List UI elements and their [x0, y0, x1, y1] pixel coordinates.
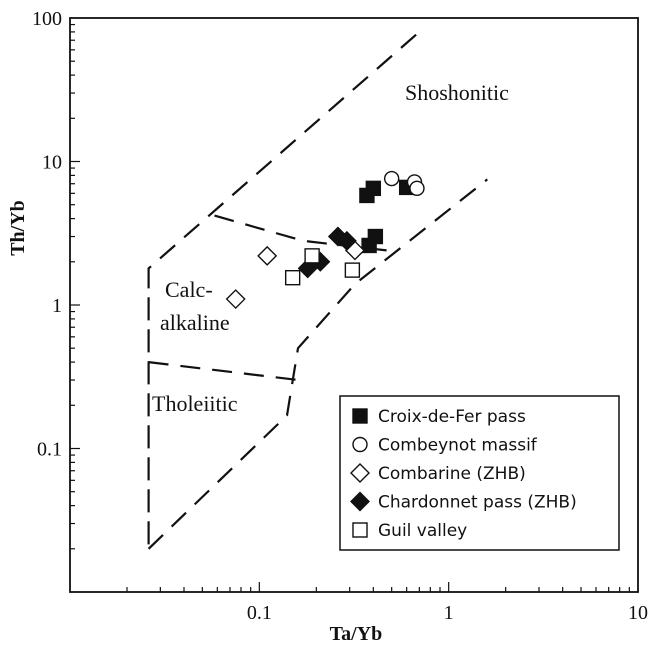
legend-marker [350, 463, 370, 483]
y-tick-label: 100 [32, 8, 62, 30]
data-point [304, 248, 320, 264]
x-tick-label: 1 [444, 602, 454, 624]
legend-label: Chardonnet pass (ZHB) [378, 493, 577, 513]
data-point [344, 262, 361, 278]
y-axis-title: Th/Yb [7, 200, 29, 256]
data-points [225, 170, 425, 310]
legend-marker [350, 491, 370, 512]
data-point [365, 180, 382, 197]
boundary-shoshonitic-calcalkaline [214, 214, 387, 252]
y-tick-label: 0.1 [37, 439, 62, 461]
data-point [336, 230, 357, 251]
boundary-calcalkaline-tholeiitic [148, 361, 299, 382]
y-tick-label: 1 [52, 295, 62, 317]
data-point [383, 170, 400, 187]
y-axis: 0.1 1 10 100 [32, 8, 80, 550]
field-label-calc: Calc- [165, 277, 213, 302]
legend-label: Croix-de-Fer pass [378, 407, 526, 427]
x-axis-title: Ta/Yb [330, 623, 383, 645]
field-label-shoshonitic: Shoshonitic [405, 80, 509, 105]
data-point [284, 269, 301, 286]
y-tick-label: 10 [42, 152, 62, 174]
x-tick-label: 0.1 [247, 602, 272, 624]
field-boundaries [147, 31, 488, 550]
boundary-outer-upper [147, 31, 421, 549]
legend-box [339, 395, 620, 551]
x-axis: 0.1 1 10 [126, 582, 648, 624]
legend: Croix-de-Fer pass Combeynot massif Combari… [339, 395, 620, 551]
legend-marker [352, 408, 368, 424]
data-point [367, 228, 384, 245]
data-point [409, 180, 425, 197]
field-label-alkaline: alkaline [160, 310, 230, 335]
field-label-tholeiitic: Tholeiitic [152, 391, 238, 416]
legend-marker [352, 436, 368, 453]
legend-label: Combarine (ZHB) [378, 464, 526, 484]
x-tick-label: 10 [628, 602, 648, 624]
boundary-outer-lower [147, 178, 488, 550]
legend-marker [352, 522, 368, 538]
legend-label: Combeynot massif [378, 436, 538, 456]
legend-label: Guil valley [378, 521, 467, 541]
data-point [297, 258, 318, 279]
data-point [257, 245, 278, 266]
data-point [225, 289, 246, 310]
